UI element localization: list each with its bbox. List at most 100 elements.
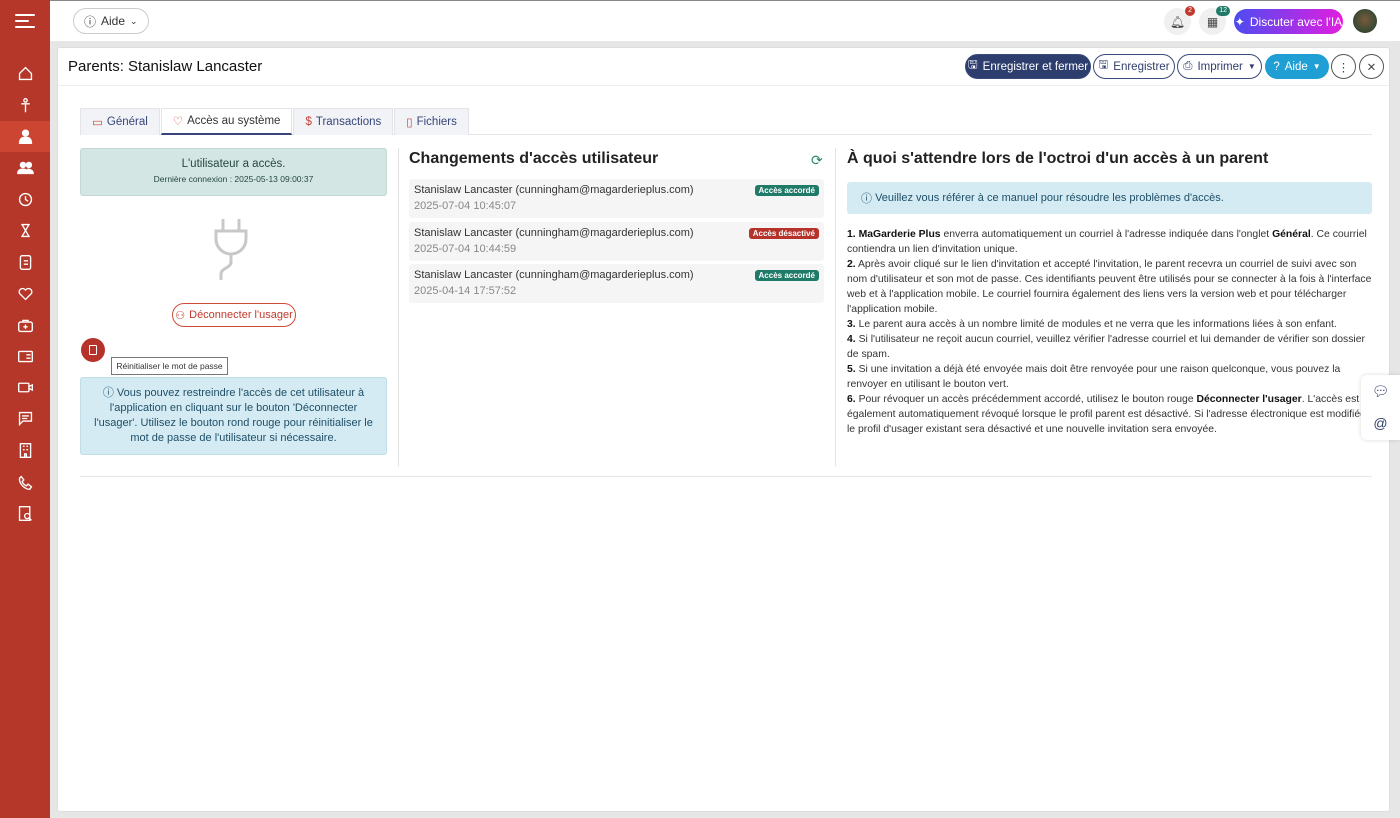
step-text: Déconnecter l'usager: [1196, 394, 1302, 405]
sidebar-item-health[interactable]: [0, 278, 50, 309]
guide-info-text: Veuillez vous référer à ce manuel pour r…: [875, 192, 1224, 204]
sidebar-item-buildings[interactable]: [0, 435, 50, 466]
question-icon: ⓘ: [84, 14, 97, 29]
sidebar-item-calls[interactable]: [0, 467, 50, 498]
step-number: 3.: [847, 319, 856, 330]
ai-chat-button[interactable]: ✦ Discuter avec l'IA: [1234, 9, 1343, 34]
sidebar-item-home[interactable]: [0, 58, 50, 89]
sidebar-item-billing[interactable]: [0, 247, 50, 278]
bell-icon: 🔔︎: [1169, 14, 1186, 29]
step-number: 6.: [847, 394, 856, 405]
save-label: Enregistrer: [1113, 60, 1170, 73]
help-dropdown[interactable]: ⓘ Aide ⌄: [73, 8, 149, 34]
help-button[interactable]: ? Aide ▼: [1265, 54, 1329, 79]
disconnect-user-button[interactable]: ⚇ Déconnecter l'usager: [172, 303, 296, 327]
sidebar-item-reports[interactable]: [0, 498, 50, 529]
step-text: Après avoir cliqué sur le lien d'invitat…: [847, 259, 1372, 315]
save-button[interactable]: 🖫 Enregistrer: [1093, 54, 1175, 79]
save-close-label: Enregistrer et fermer: [982, 60, 1089, 73]
sidebar: [0, 0, 50, 818]
info-icon: ⓘ: [102, 387, 117, 399]
users-icon: [16, 161, 34, 175]
guide-info-alert: ⓘ Veuillez vous référer à ce manuel pour…: [847, 182, 1372, 214]
menu-toggle-icon[interactable]: [15, 14, 35, 28]
guide-step: 6. Pour révoquer un accès précédemment a…: [847, 392, 1372, 437]
print-label: Imprimer: [1197, 60, 1243, 73]
access-change-item: Stanislaw Lancaster (cunningham@magarder…: [409, 264, 824, 303]
sidebar-item-video[interactable]: [0, 372, 50, 403]
guide-step: 4. Si l'utilisateur ne reçoit aucun cour…: [847, 332, 1372, 362]
close-button[interactable]: ✕: [1359, 54, 1384, 79]
guide-instructions: 1. MaGarderie Plus enverra automatiqueme…: [847, 227, 1372, 437]
change-user: Stanislaw Lancaster (cunningham@magarder…: [414, 184, 694, 196]
refresh-icon[interactable]: ⟳: [811, 152, 823, 168]
notifications-button[interactable]: 🔔︎ 2: [1164, 6, 1195, 35]
kebab-icon: ⋮: [1337, 61, 1350, 74]
sidebar-item-medical[interactable]: [0, 310, 50, 341]
access-change-item: Stanislaw Lancaster (cunningham@magarder…: [409, 179, 824, 218]
guide-step: 3. Le parent aura accès à un nombre limi…: [847, 317, 1372, 332]
step-number: 5.: [847, 364, 856, 375]
save-close-button[interactable]: 🖫 Enregistrer et fermer: [965, 54, 1091, 79]
chevron-down-icon: ⌄: [130, 15, 138, 26]
page-title: Parents: Stanislaw Lancaster: [68, 58, 263, 75]
tab-label: Accès au système: [187, 115, 281, 127]
user-icon: [18, 129, 32, 144]
print-button[interactable]: ⎙ Imprimer ▼: [1177, 54, 1262, 79]
tab-files[interactable]: ▯ Fichiers: [394, 108, 469, 135]
video-icon: [17, 382, 33, 393]
change-user: Stanislaw Lancaster (cunningham@magarder…: [414, 226, 694, 239]
step-text: Si une invitation a déjà été envoyée mai…: [847, 364, 1341, 390]
changes-title: Changements d'accès utilisateur: [409, 150, 659, 167]
user-x-icon: ⚇: [175, 309, 186, 322]
tab-transactions[interactable]: $ Transactions: [293, 108, 394, 135]
at-sign-icon[interactable]: @: [1373, 415, 1388, 431]
dollar-icon: $: [305, 116, 312, 128]
paperclip-icon: ▯: [406, 117, 413, 129]
access-change-item: Stanislaw Lancaster (cunningham@magarder…: [409, 221, 824, 261]
id-card-icon: ▭: [92, 117, 103, 129]
step-text: Général: [1272, 229, 1311, 240]
guide-step: 1. MaGarderie Plus enverra automatiqueme…: [847, 227, 1372, 257]
step-text: Le parent aura accès à un nombre limité …: [858, 319, 1337, 330]
access-info-alert: ⓘ Vous pouvez restreindre l'accès de cet…: [80, 377, 387, 455]
change-timestamp: 2025-04-14 17:57:52: [414, 285, 517, 297]
heart-icon: ♡: [172, 116, 184, 128]
sidebar-item-id-card[interactable]: [0, 341, 50, 372]
chat-icon[interactable]: 💬︎: [1371, 383, 1390, 399]
sidebar-item-attendance[interactable]: [0, 184, 50, 215]
sidebar-item-parents[interactable]: [0, 121, 50, 152]
step-text: . Ce courriel contiendra un lien d'invit…: [847, 229, 1367, 255]
step-number: 1.: [847, 229, 856, 240]
sidebar-item-staff[interactable]: [0, 152, 50, 183]
plug-icon: [214, 219, 248, 280]
tab-bar: ▭ Général ♡ Accès au système $ Transactions…: [80, 108, 1372, 135]
status-badge: Accès désactivé: [748, 227, 819, 239]
avatar[interactable]: [1353, 9, 1377, 33]
divider: [80, 476, 1372, 477]
tasks-button[interactable]: ▦ 12: [1199, 6, 1230, 35]
calendar-icon: ▦: [1206, 14, 1219, 29]
step-text: MaGarderie Plus: [858, 229, 941, 240]
more-options-button[interactable]: ⋮: [1331, 54, 1356, 79]
access-info-text: Vous pouvez restreindre l'accès de cet u…: [94, 387, 373, 444]
tab-system-access[interactable]: ♡ Accès au système: [160, 108, 293, 135]
sidebar-item-messages[interactable]: [0, 403, 50, 434]
phone-icon: [18, 475, 32, 490]
sidebar-item-children[interactable]: [0, 90, 50, 121]
sparkle-icon: ✦: [1234, 14, 1245, 29]
divider: [835, 148, 836, 466]
save-icon: 🖫: [967, 59, 978, 71]
sidebar-item-waitlist[interactable]: [0, 215, 50, 246]
step-text: enverra automatiquement un courriel à l'…: [940, 229, 1273, 240]
reset-password-button[interactable]: [81, 338, 105, 362]
guide-step: 2. Après avoir cliqué sur le lien d'invi…: [847, 257, 1372, 317]
top-bar: ⓘ Aide ⌄ 🔔︎ 2 ▦ 12 ✦ Discuter avec l'IA: [50, 0, 1400, 41]
ai-chat-label: Discuter avec l'IA: [1249, 14, 1343, 29]
disconnect-label: Déconnecter l'usager: [189, 309, 293, 321]
help-label: Aide: [1284, 60, 1308, 73]
id-card-icon: [17, 350, 33, 363]
tab-general[interactable]: ▭ Général: [80, 108, 160, 135]
tab-label: Général: [106, 116, 148, 128]
message-icon: [18, 411, 32, 427]
